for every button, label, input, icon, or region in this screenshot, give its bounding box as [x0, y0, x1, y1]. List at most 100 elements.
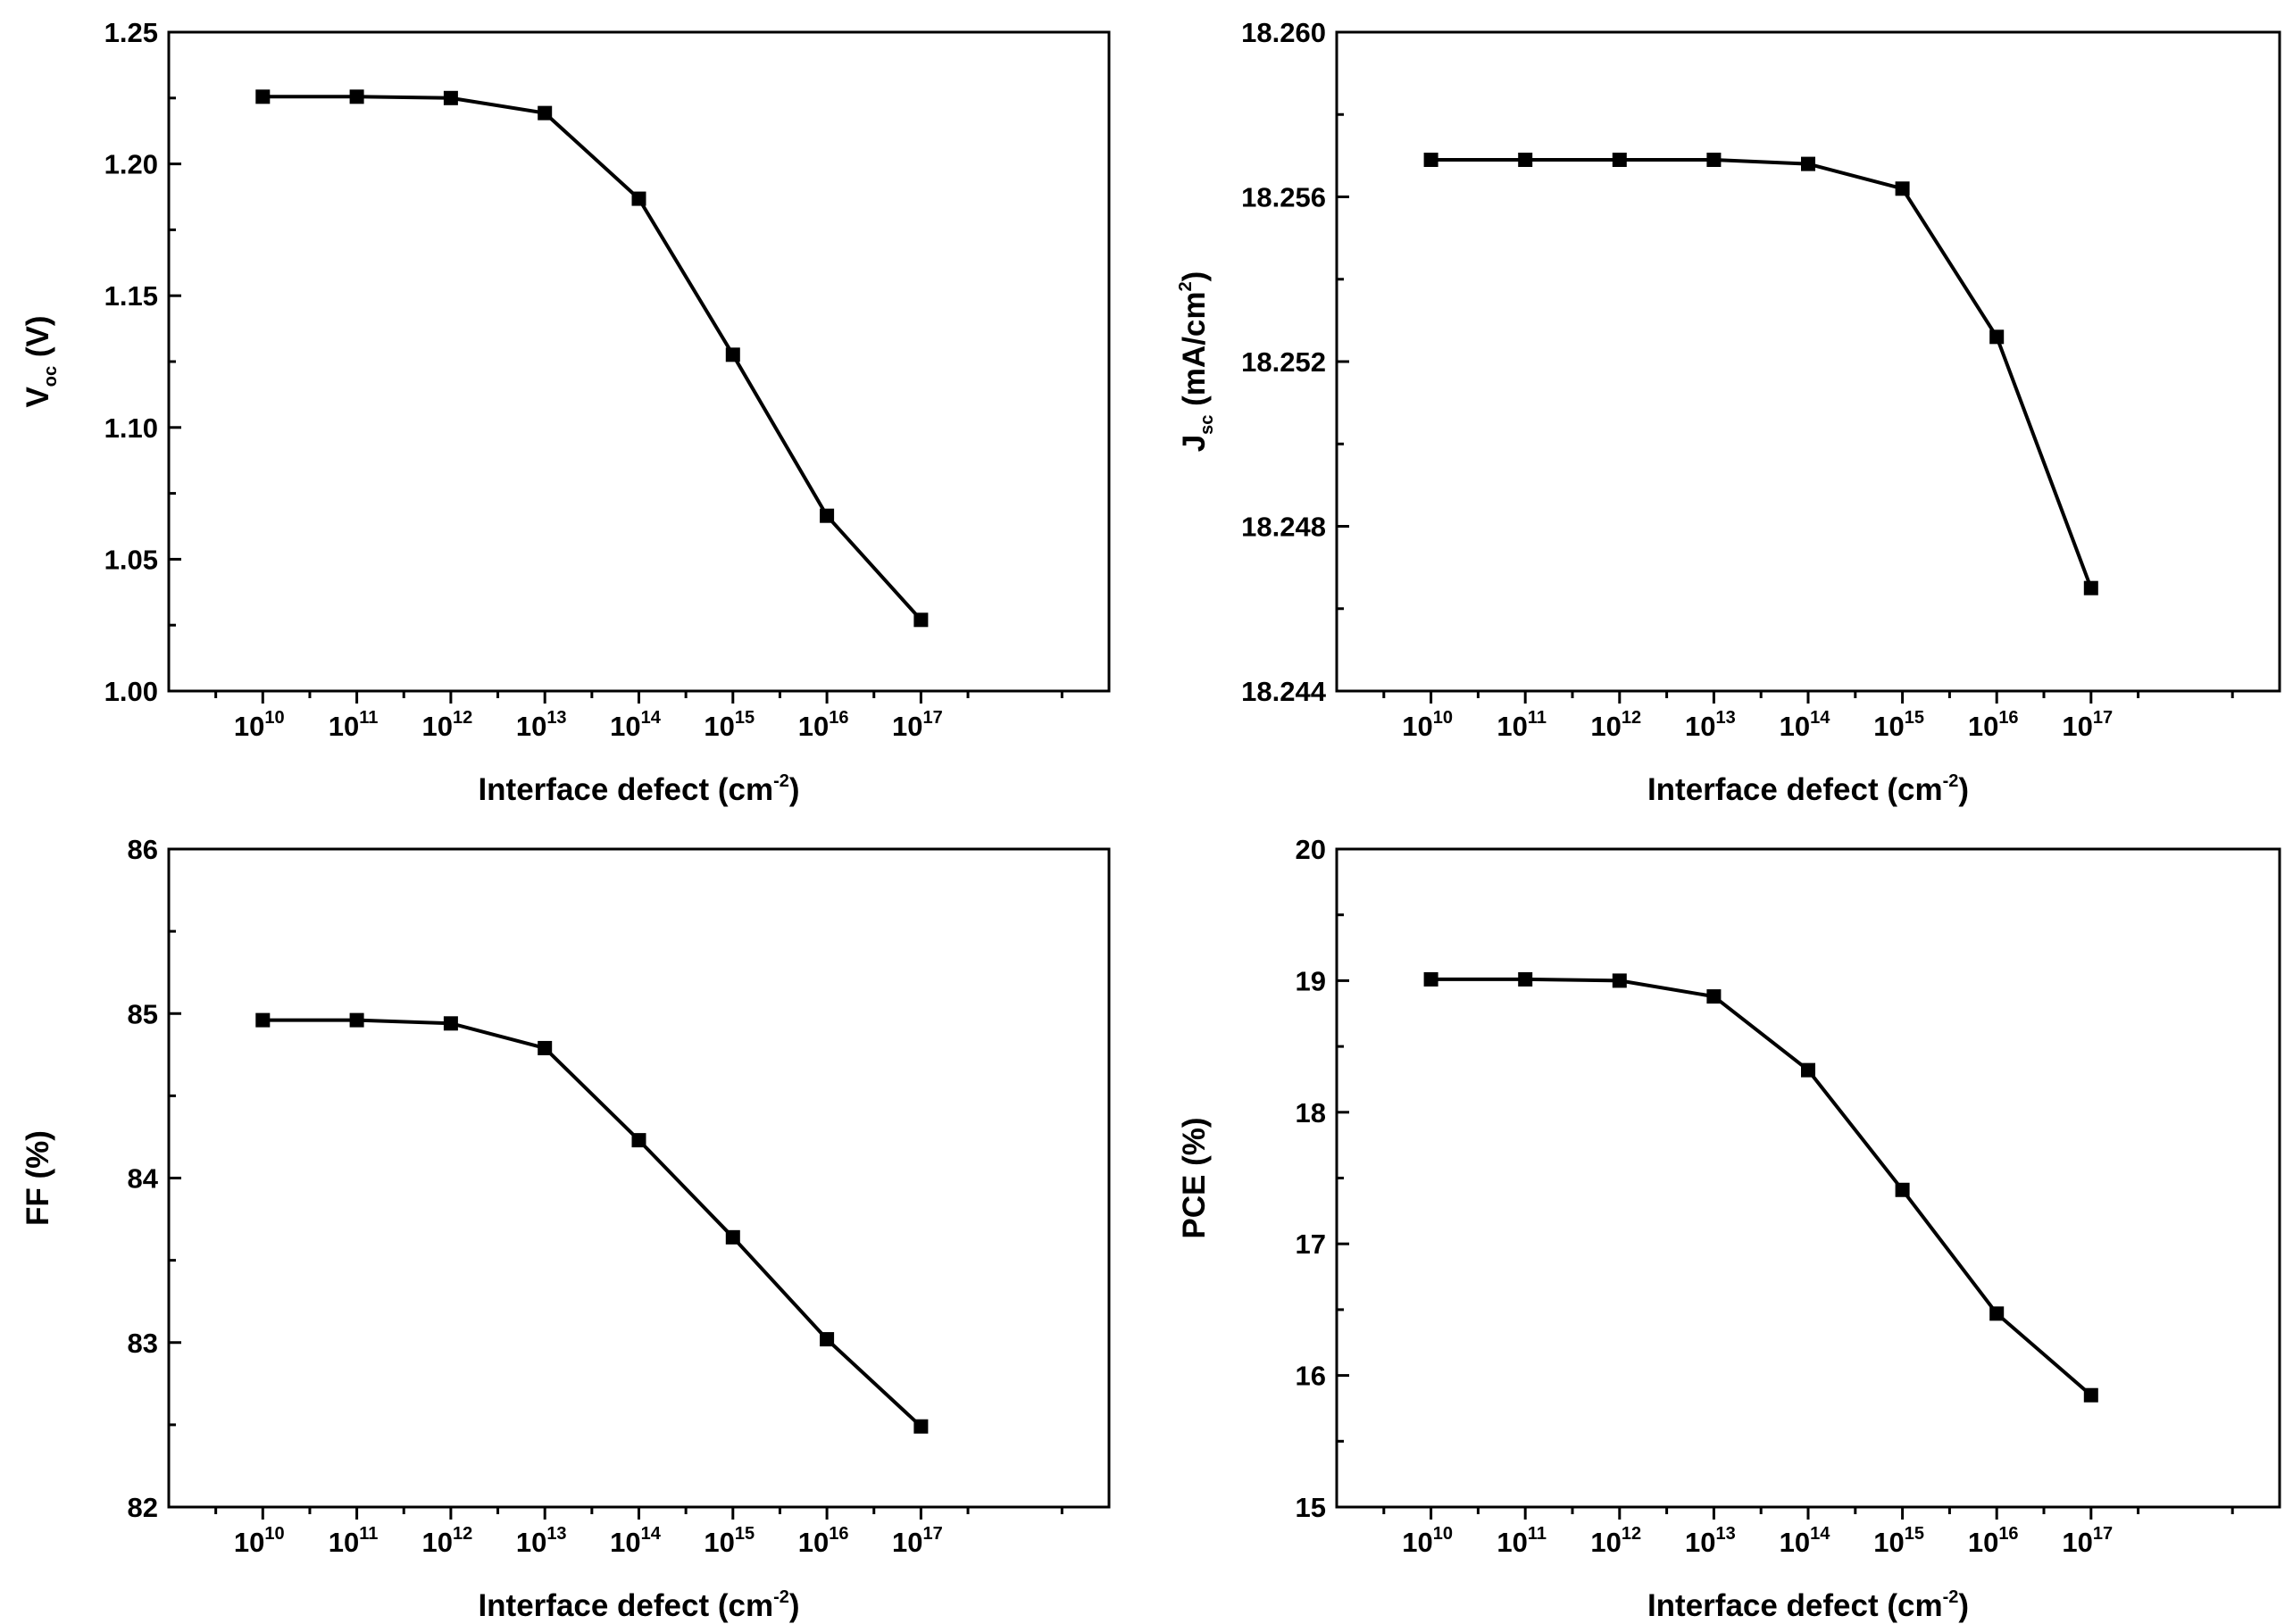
data-point — [538, 105, 553, 121]
x-axis-title: Interface defect (cm-2) — [1647, 771, 1969, 807]
x-tick-label: 1014 — [610, 708, 662, 742]
data-point — [1801, 1062, 1815, 1078]
x-tick-exponent: 12 — [1622, 708, 1641, 728]
y-tick-label: 18.256 — [1241, 182, 1326, 213]
x-tick-exponent: 10 — [1433, 1524, 1453, 1544]
x-tick-label: 1016 — [798, 708, 849, 742]
data-point — [913, 1419, 929, 1434]
y-axis-title-rest: (V) — [21, 315, 55, 365]
x-tick-base: 10 — [516, 711, 546, 742]
y-tick-label: 1.00 — [104, 676, 158, 707]
x-axis-title-sup: -2 — [773, 1587, 789, 1607]
y-tick-label: 83 — [128, 1328, 158, 1359]
y-tick-label: 1.25 — [104, 17, 158, 48]
x-axis-title: Interface defect (cm-2) — [478, 771, 799, 807]
x-tick-exponent: 17 — [923, 1524, 943, 1544]
x-axis-title-text: Interface defect (cm — [1647, 1588, 1943, 1623]
plot-frame — [1335, 847, 2281, 1509]
data-point — [1989, 329, 2005, 345]
y-tick-label: 20 — [1296, 834, 1326, 865]
x-tick-base: 10 — [1590, 1527, 1621, 1558]
x-axis-title-text: Interface defect (cm — [478, 772, 773, 807]
y-tick-label: 18.248 — [1241, 512, 1326, 543]
x-tick-exponent: 12 — [453, 708, 472, 728]
x-tick-label: 1014 — [1780, 1524, 1831, 1558]
x-tick-base: 10 — [422, 711, 453, 742]
x-tick-base: 10 — [1968, 711, 1998, 742]
data-point — [1423, 152, 1438, 167]
series-line — [263, 1018, 922, 1428]
y-tick-label: 17 — [1296, 1228, 1326, 1260]
x-tick-exponent: 15 — [735, 708, 755, 728]
x-tick-label: 1015 — [704, 1524, 755, 1558]
data-point — [725, 347, 740, 362]
x-tick-exponent: 15 — [1905, 1524, 1924, 1544]
data-point — [443, 90, 458, 105]
x-tick-base: 10 — [329, 1527, 359, 1558]
series-line — [1430, 158, 2093, 589]
x-tick-exponent: 13 — [546, 1524, 566, 1544]
x-tick-exponent: 16 — [1998, 1524, 2018, 1544]
plot-frame — [167, 847, 1111, 1509]
data-point — [1989, 1306, 2005, 1321]
y-tick-label: 82 — [128, 1492, 158, 1523]
x-tick-base: 10 — [798, 1527, 829, 1558]
plot-frame — [167, 30, 1111, 693]
x-tick-base: 10 — [516, 1527, 546, 1558]
x-tick-exponent: 10 — [264, 708, 284, 728]
x-tick-base: 10 — [1873, 711, 1904, 742]
y-axis-title: Voc (V) — [21, 315, 61, 407]
x-tick-base: 10 — [1780, 1527, 1810, 1558]
x-tick-label: 1015 — [704, 708, 755, 742]
x-tick-base: 10 — [892, 711, 922, 742]
x-tick-label: 1015 — [1873, 708, 1924, 742]
data-point — [349, 1012, 364, 1028]
x-tick-exponent: 13 — [1716, 1524, 1736, 1544]
x-tick-base: 10 — [1497, 1527, 1527, 1558]
data-point — [255, 1012, 271, 1028]
y-tick-label: 1.10 — [104, 412, 158, 444]
x-axis-title-close: ) — [1958, 1588, 1969, 1623]
x-axis-title-text: Interface defect (cm — [478, 1588, 773, 1623]
x-tick-label: 1012 — [422, 1524, 473, 1558]
data-point — [820, 508, 835, 523]
x-tick-base: 10 — [798, 711, 829, 742]
x-axis-title-sup: -2 — [1943, 1587, 1959, 1607]
data-point — [443, 1016, 458, 1031]
x-tick-base: 10 — [1402, 1527, 1432, 1558]
x-tick-label: 1016 — [798, 1524, 849, 1558]
data-point — [1895, 1182, 1910, 1197]
data-point — [820, 1332, 835, 1347]
x-tick-label: 1011 — [329, 708, 379, 742]
y-tick-label: 19 — [1296, 965, 1326, 996]
data-point — [538, 1040, 553, 1055]
x-tick-base: 10 — [892, 1527, 922, 1558]
y-axis-title-sup: 2 — [1176, 281, 1196, 291]
data-point — [1706, 152, 1722, 167]
x-tick-exponent: 15 — [735, 1524, 755, 1544]
x-tick-label: 1011 — [1497, 708, 1547, 742]
x-axis-title: Interface defect (cm-2) — [1647, 1587, 1969, 1623]
x-tick-base: 10 — [2062, 1527, 2092, 1558]
data-point — [631, 1133, 646, 1148]
series-line — [263, 95, 922, 621]
x-tick-exponent: 10 — [264, 1524, 284, 1544]
y-tick-label: 18.244 — [1241, 676, 1327, 707]
x-tick-label: 1017 — [892, 1524, 943, 1558]
y-tick-label: 15 — [1296, 1492, 1326, 1523]
x-tick-base: 10 — [1590, 711, 1621, 742]
y-tick-label: 16 — [1296, 1361, 1326, 1392]
x-axis-title-close: ) — [1958, 772, 1969, 807]
x-tick-exponent: 16 — [1998, 708, 2018, 728]
x-tick-label: 1013 — [516, 1524, 567, 1558]
y-axis-title-main: V — [21, 387, 55, 408]
x-tick-exponent: 12 — [453, 1524, 472, 1544]
x-tick-exponent: 11 — [359, 1524, 378, 1544]
data-point — [1612, 152, 1627, 167]
x-axis-title: Interface defect (cm-2) — [478, 1587, 799, 1623]
x-tick-exponent: 16 — [829, 708, 848, 728]
data-point — [725, 1229, 740, 1245]
